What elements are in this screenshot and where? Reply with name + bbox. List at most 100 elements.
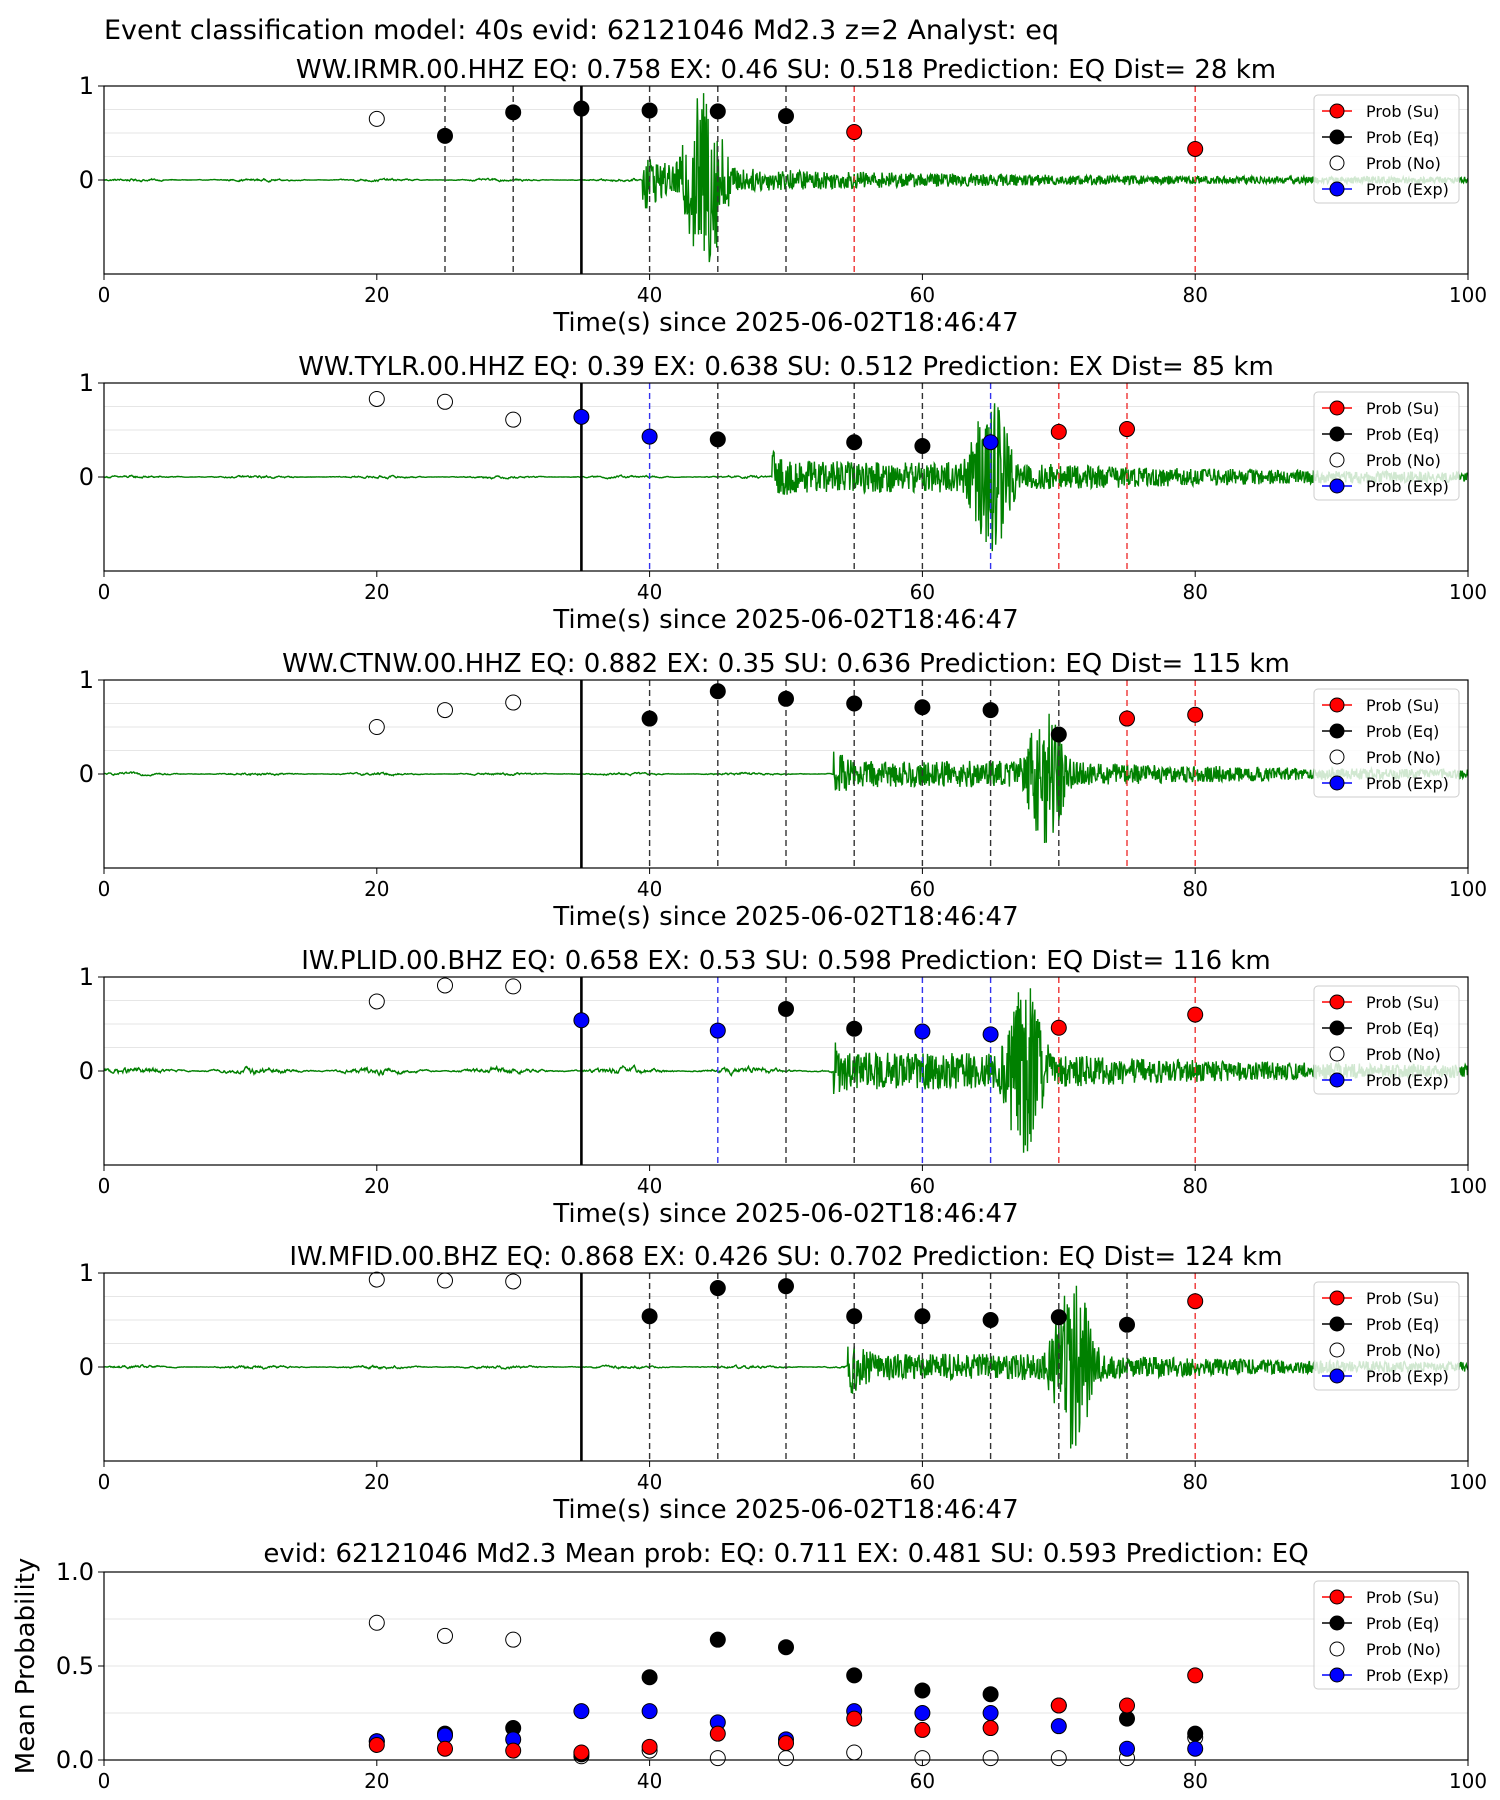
x-tick-label: 100: [1449, 1769, 1487, 1793]
legend-marker-su: [1329, 994, 1345, 1010]
legend-marker-su: [1329, 697, 1345, 713]
prob-point-eq: [1119, 1316, 1135, 1333]
legend-label-su: Prob (Su): [1366, 696, 1439, 715]
station-panel-3: WW.CTNW.00.HHZ EQ: 0.882 EX: 0.35 SU: 0.…: [79, 649, 1487, 932]
prob-point-no: [505, 411, 522, 428]
legend-marker-eq: [1329, 426, 1345, 442]
legend-marker-su: [1329, 400, 1345, 416]
legend-label-eq: Prob (Eq): [1366, 128, 1439, 147]
x-tick-label: 0: [98, 283, 111, 307]
x-axis-label: Time(s) since 2025-06-02T18:46:47: [552, 308, 1018, 338]
legend-label-su: Prob (Su): [1366, 399, 1439, 418]
mean-point-no: [982, 1750, 999, 1767]
legend-marker-eq: [1329, 1615, 1345, 1631]
mean-point-exp: [914, 1705, 931, 1721]
x-tick-label: 20: [364, 1174, 389, 1198]
waveform-trace: [104, 403, 1468, 552]
x-tick-label: 100: [1449, 283, 1487, 307]
prob-point-su: [1187, 706, 1204, 723]
prob-point-su: [1187, 1293, 1204, 1310]
x-tick-label: 80: [1182, 1174, 1207, 1198]
prob-point-eq: [709, 103, 726, 120]
y-tick-label: 0.5: [56, 1652, 94, 1680]
prob-point-eq: [709, 1280, 726, 1297]
mean-point-eq: [982, 1686, 999, 1703]
legend-marker-no: [1329, 1046, 1345, 1062]
legend-box: [1313, 985, 1460, 1095]
legend-label-no: Prob (No): [1366, 154, 1441, 173]
legend-label-eq: Prob (Eq): [1366, 1315, 1439, 1334]
prob-point-eq: [709, 683, 726, 700]
prob-point-exp: [641, 428, 658, 445]
legend-marker-su: [1329, 103, 1345, 119]
prob-point-eq: [778, 690, 794, 707]
x-tick-label: 60: [910, 877, 935, 901]
x-tick-label: 0: [98, 1769, 111, 1793]
x-tick-label: 20: [364, 877, 389, 901]
x-axis-label: Time(s) since 2025-06-02T18:46:47: [552, 902, 1018, 932]
legend-marker-eq: [1329, 129, 1345, 145]
mean-point-eq: [641, 1669, 658, 1686]
prob-point-no: [437, 977, 453, 994]
mean-point-eq: [778, 1639, 794, 1656]
mean-probability-panel: evid: 62121046 Md2.3 Mean prob: EQ: 0.71…: [11, 1539, 1487, 1793]
legend-label-exp: Prob (Exp): [1366, 180, 1449, 199]
panel-title: WW.IRMR.00.HHZ EQ: 0.758 EX: 0.46 SU: 0.…: [296, 55, 1276, 85]
mean-point-su: [641, 1738, 658, 1755]
x-tick-label: 60: [910, 1470, 935, 1494]
mean-point-su: [1119, 1697, 1135, 1714]
prob-point-su: [846, 124, 863, 141]
y-tick-label: 1: [79, 72, 94, 100]
legend-box: [1313, 94, 1460, 204]
prob-point-no: [368, 1271, 385, 1288]
prob-point-eq: [1050, 1309, 1067, 1326]
mean-point-exp: [1187, 1740, 1204, 1757]
station-panel-5: IW.MFID.00.BHZ EQ: 0.868 EX: 0.426 SU: 0…: [79, 1242, 1487, 1525]
legend-label-eq: Prob (Eq): [1366, 1614, 1439, 1633]
prob-point-no: [505, 1273, 522, 1290]
legend-marker-exp: [1329, 1667, 1345, 1683]
prob-point-eq: [641, 710, 658, 727]
legend-label-exp: Prob (Exp): [1366, 477, 1449, 496]
legend-marker-eq: [1329, 1020, 1345, 1036]
x-tick-label: 60: [910, 580, 935, 604]
prob-point-eq: [778, 1278, 794, 1295]
x-tick-label: 40: [637, 1769, 662, 1793]
prob-point-exp: [914, 1023, 931, 1040]
legend-marker-no: [1329, 155, 1345, 171]
legend-label-no: Prob (No): [1366, 1640, 1441, 1659]
mean-point-su: [573, 1744, 590, 1761]
mean-point-exp: [641, 1703, 658, 1720]
mean-point-no: [437, 1627, 453, 1644]
prob-point-eq: [914, 1308, 931, 1325]
legend-label-exp: Prob (Exp): [1366, 1367, 1449, 1386]
station-panel-2: WW.TYLR.00.HHZ EQ: 0.39 EX: 0.638 SU: 0.…: [79, 352, 1487, 635]
prob-point-eq: [709, 431, 726, 448]
mean-point-su: [1050, 1697, 1067, 1714]
prob-point-eq: [641, 102, 658, 119]
x-tick-label: 60: [910, 1174, 935, 1198]
x-tick-label: 0: [98, 1470, 111, 1494]
mean-point-no: [846, 1744, 863, 1761]
x-tick-label: 80: [1182, 1769, 1207, 1793]
legend-label-eq: Prob (Eq): [1366, 425, 1439, 444]
x-tick-label: 40: [637, 877, 662, 901]
prob-point-su: [1187, 140, 1204, 157]
x-tick-label: 100: [1449, 580, 1487, 604]
legend-box: [1313, 1580, 1460, 1690]
legend-label-su: Prob (Su): [1366, 993, 1439, 1012]
x-tick-label: 0: [98, 877, 111, 901]
panel-title: WW.TYLR.00.HHZ EQ: 0.39 EX: 0.638 SU: 0.…: [298, 352, 1274, 382]
x-axis-label: Time(s) since 2025-06-02T18:46:47: [552, 1199, 1018, 1229]
legend-label-eq: Prob (Eq): [1366, 722, 1439, 741]
prob-point-no: [368, 390, 385, 407]
y-tick-label: 1.0: [56, 1558, 94, 1586]
y-tick-label: 1: [79, 963, 94, 991]
x-tick-label: 40: [637, 1470, 662, 1494]
legend-marker-no: [1329, 452, 1345, 468]
x-tick-label: 80: [1182, 283, 1207, 307]
y-tick-label: 1: [79, 666, 94, 694]
legend-box: [1313, 688, 1460, 798]
mean-point-su: [437, 1740, 453, 1757]
